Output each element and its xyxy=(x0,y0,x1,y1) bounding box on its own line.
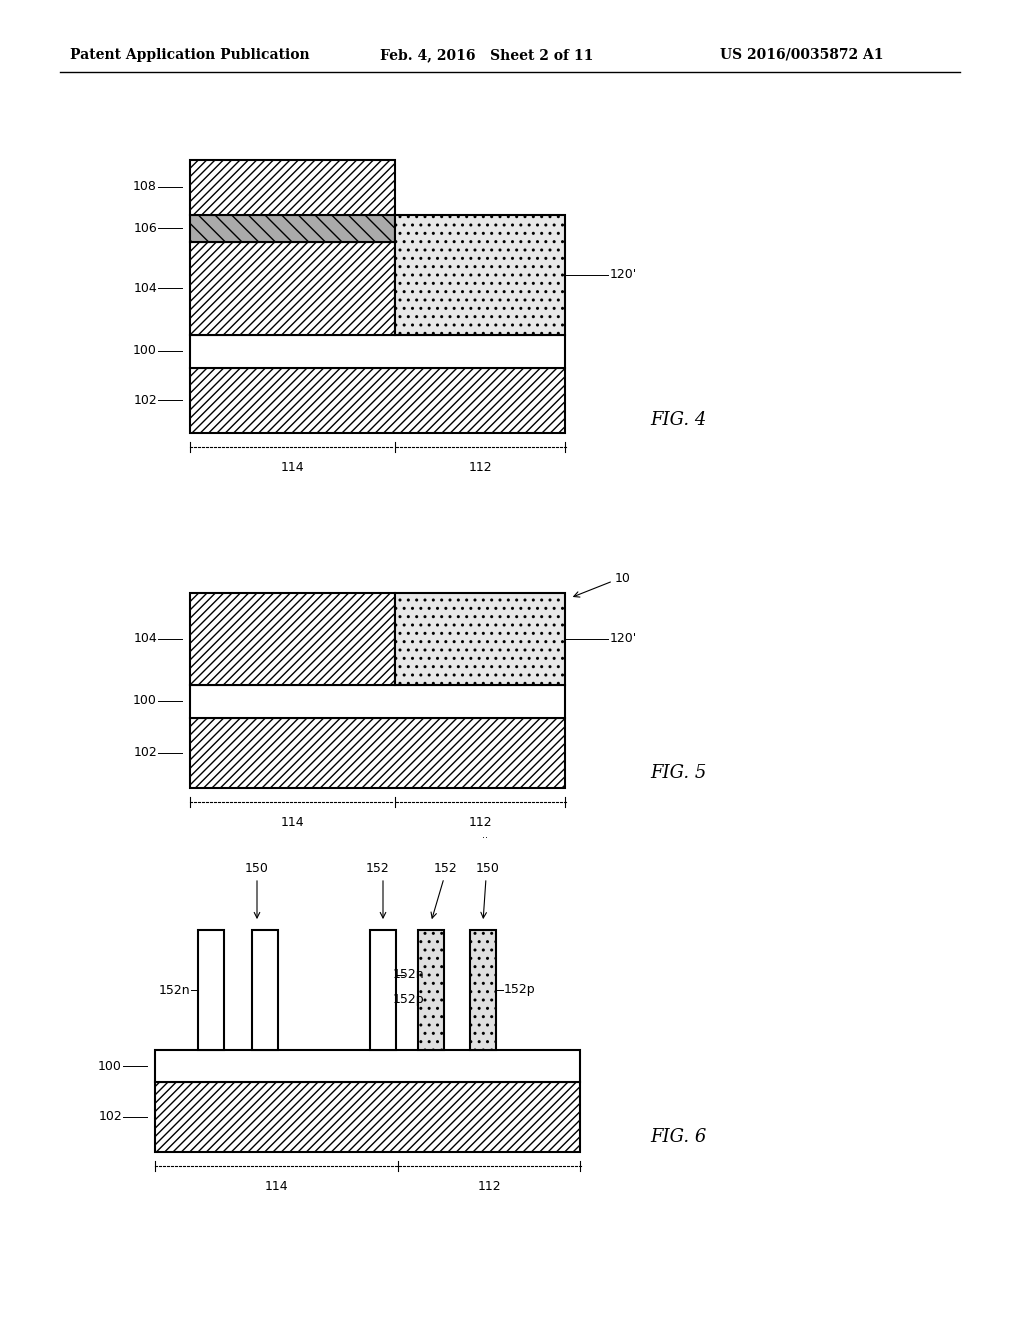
Text: 102: 102 xyxy=(98,1110,122,1123)
Bar xyxy=(395,593,565,685)
Text: 150: 150 xyxy=(245,862,269,875)
Bar xyxy=(155,1082,580,1152)
Text: US 2016/0035872 A1: US 2016/0035872 A1 xyxy=(720,48,884,62)
Bar xyxy=(190,368,565,433)
Text: 100: 100 xyxy=(98,1060,122,1072)
Bar xyxy=(155,1049,580,1082)
Text: 100: 100 xyxy=(133,345,157,358)
Text: 112: 112 xyxy=(477,1180,501,1193)
Text: 102: 102 xyxy=(133,393,157,407)
Text: 102: 102 xyxy=(133,747,157,759)
Bar xyxy=(470,931,496,1049)
Bar xyxy=(418,931,444,1049)
Bar xyxy=(190,242,395,335)
Bar xyxy=(190,718,565,788)
Bar xyxy=(198,931,224,1049)
Text: 150: 150 xyxy=(476,862,500,875)
Bar xyxy=(190,685,565,718)
Text: FIG. 6: FIG. 6 xyxy=(650,1129,707,1146)
Text: 106: 106 xyxy=(133,222,157,235)
Bar xyxy=(190,593,395,685)
Bar xyxy=(370,931,396,1049)
Text: 10: 10 xyxy=(615,573,631,586)
Text: 104: 104 xyxy=(133,281,157,294)
Text: Feb. 4, 2016   Sheet 2 of 11: Feb. 4, 2016 Sheet 2 of 11 xyxy=(380,48,593,62)
Bar xyxy=(190,160,395,215)
Text: Patent Application Publication: Patent Application Publication xyxy=(70,48,309,62)
Text: 120': 120' xyxy=(610,268,637,281)
Text: 152n: 152n xyxy=(393,969,425,982)
Text: 100: 100 xyxy=(133,694,157,708)
Text: FIG. 4: FIG. 4 xyxy=(650,411,707,429)
Text: 120': 120' xyxy=(610,632,637,645)
Text: FIG. 5: FIG. 5 xyxy=(650,764,707,781)
Text: ..: .. xyxy=(482,830,488,840)
Text: 114: 114 xyxy=(281,461,304,474)
Text: 152p: 152p xyxy=(393,994,425,1006)
Text: 152p: 152p xyxy=(504,983,536,997)
Text: 104: 104 xyxy=(133,632,157,645)
Text: 152n: 152n xyxy=(159,983,190,997)
Text: 114: 114 xyxy=(264,1180,288,1193)
Text: 152: 152 xyxy=(434,862,458,875)
Text: 112: 112 xyxy=(468,461,492,474)
Text: 108: 108 xyxy=(133,181,157,194)
Text: 152: 152 xyxy=(367,862,390,875)
Bar xyxy=(190,335,565,368)
Bar xyxy=(395,215,565,335)
Text: 114: 114 xyxy=(281,816,304,829)
Text: 112: 112 xyxy=(468,816,492,829)
Bar xyxy=(190,215,395,242)
Bar xyxy=(252,931,278,1049)
